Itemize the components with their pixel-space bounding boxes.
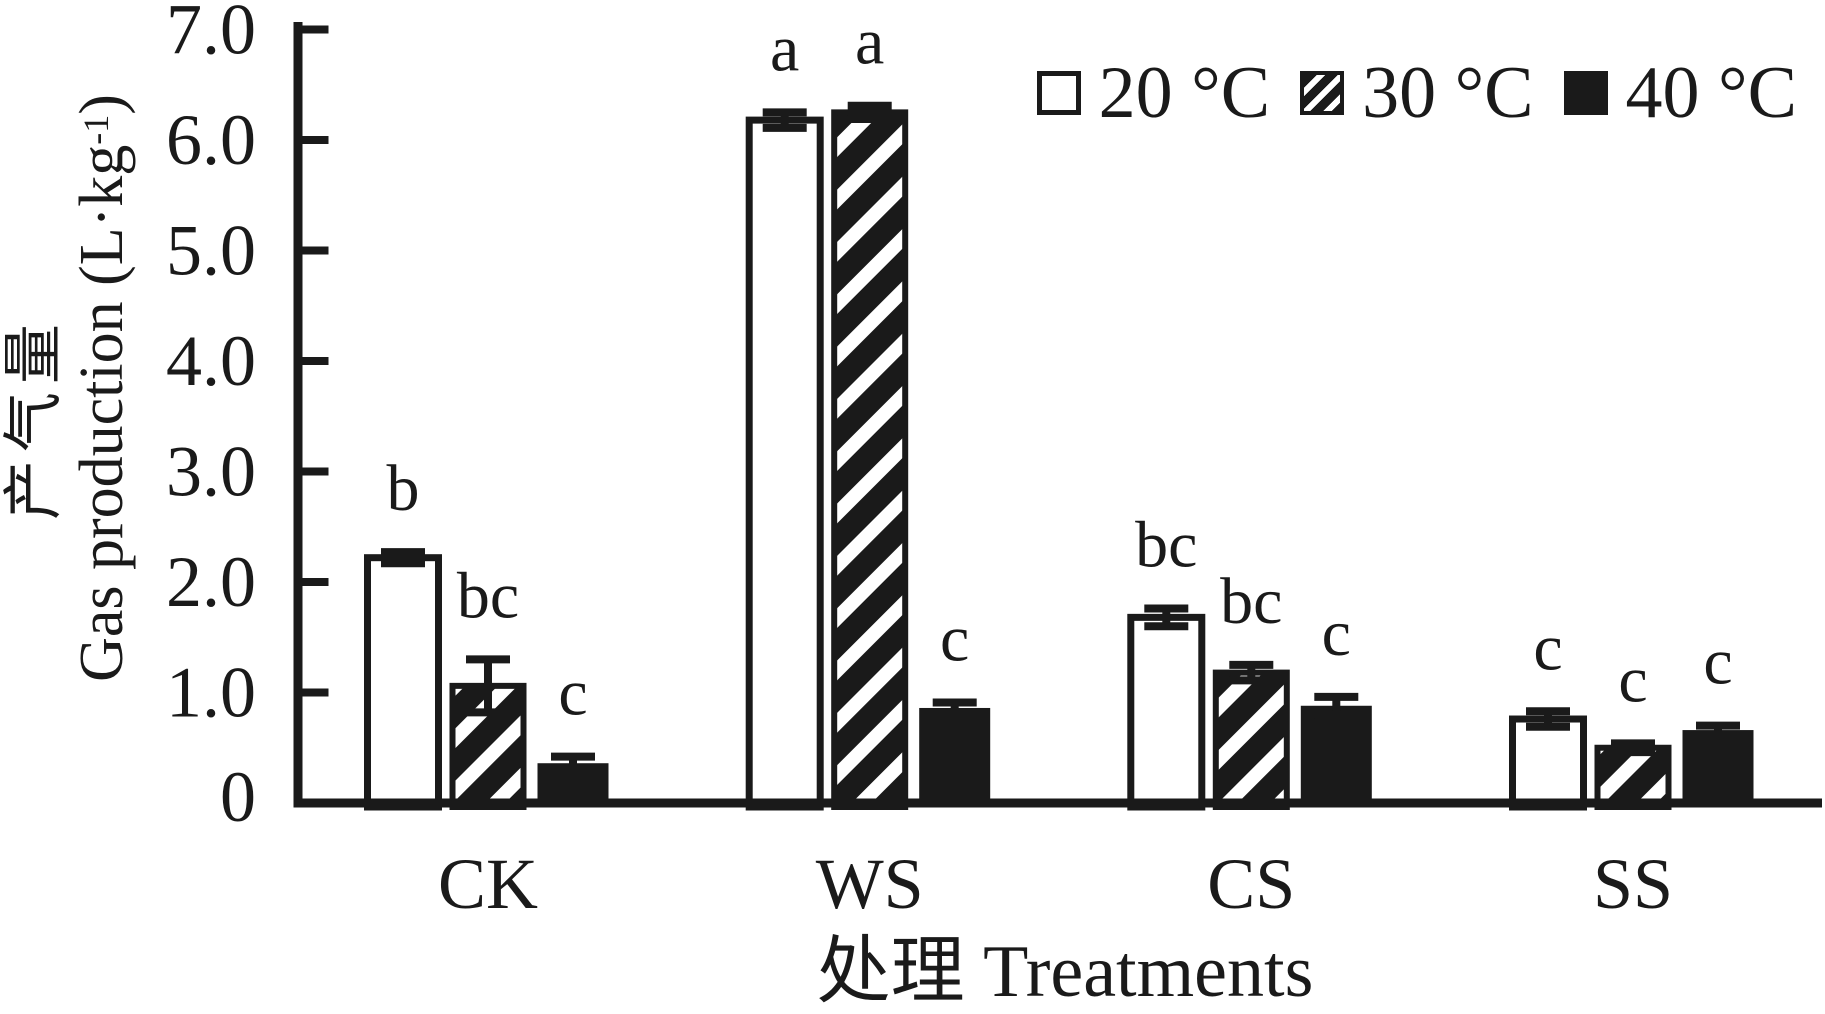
sig-letter: c xyxy=(1533,611,1562,684)
legend-label-20c: 20 °C xyxy=(1098,52,1271,134)
sig-letter: c xyxy=(558,657,587,730)
y-tick-label: 6.0 xyxy=(166,100,256,180)
sig-letter: c xyxy=(940,602,969,675)
bar-40C-WS xyxy=(919,707,991,807)
bar-40C-CS xyxy=(1300,705,1372,807)
sig-letter: a xyxy=(855,6,884,79)
x-category-label: WS xyxy=(816,844,924,924)
bar-20C-CS xyxy=(1127,613,1206,811)
sig-letter: b xyxy=(387,452,420,525)
y-tick-label: 2.0 xyxy=(166,542,256,622)
sig-letter: bc xyxy=(457,559,519,632)
y-axis-title-main: Gas production (L·kg xyxy=(68,144,136,682)
y-axis-title-chinese: 产气量 xyxy=(1,316,67,520)
bar-30C-CS xyxy=(1212,669,1290,810)
legend-item-40c: 40 °C xyxy=(1563,52,1797,134)
x-category-label: SS xyxy=(1593,844,1673,924)
sig-letter: bc xyxy=(1220,565,1282,638)
bar-20C-WS xyxy=(745,116,824,811)
legend-item-30c: 30 °C xyxy=(1300,52,1534,134)
y-tick-label: 0 xyxy=(220,757,256,837)
y-tick-label: 7.0 xyxy=(166,0,256,70)
sig-letter: bc xyxy=(1135,509,1197,582)
bar-20C-SS xyxy=(1509,715,1587,811)
bar-30C-SS xyxy=(1594,744,1672,810)
x-category-label: CS xyxy=(1207,844,1295,924)
y-tick-label: 5.0 xyxy=(166,211,256,291)
y-tick-label: 1.0 xyxy=(166,653,256,733)
sig-letter: c xyxy=(1618,643,1647,716)
x-axis-title: 处理 Treatments xyxy=(816,931,1314,1013)
legend-swatch-hatch-icon xyxy=(1300,71,1345,115)
sig-letter: c xyxy=(1703,626,1732,699)
legend-item-20c: 20 °C xyxy=(1036,52,1271,134)
bar-20C-CK xyxy=(364,554,442,811)
bar-40C-SS xyxy=(1682,730,1754,807)
legend-swatch-white-icon xyxy=(1036,71,1081,115)
bar-30C-WS xyxy=(831,109,909,810)
legend: 20 °C 30 °C 40 °C xyxy=(1036,52,1797,134)
legend-label-30c: 30 °C xyxy=(1362,52,1534,134)
y-axis-title-english: Gas production (L·kg-1) xyxy=(68,94,136,682)
y-axis-title-close-paren: ) xyxy=(68,94,136,115)
y-tick-label: 4.0 xyxy=(166,321,256,401)
x-category-label: CK xyxy=(438,844,538,924)
legend-label-40c: 40 °C xyxy=(1625,52,1797,134)
sig-letter: a xyxy=(770,12,799,85)
legend-swatch-black-icon xyxy=(1563,71,1608,115)
sig-letter: c xyxy=(1322,597,1351,670)
y-tick-label: 3.0 xyxy=(166,432,256,512)
y-axis-title-superscript: -1 xyxy=(76,114,116,145)
